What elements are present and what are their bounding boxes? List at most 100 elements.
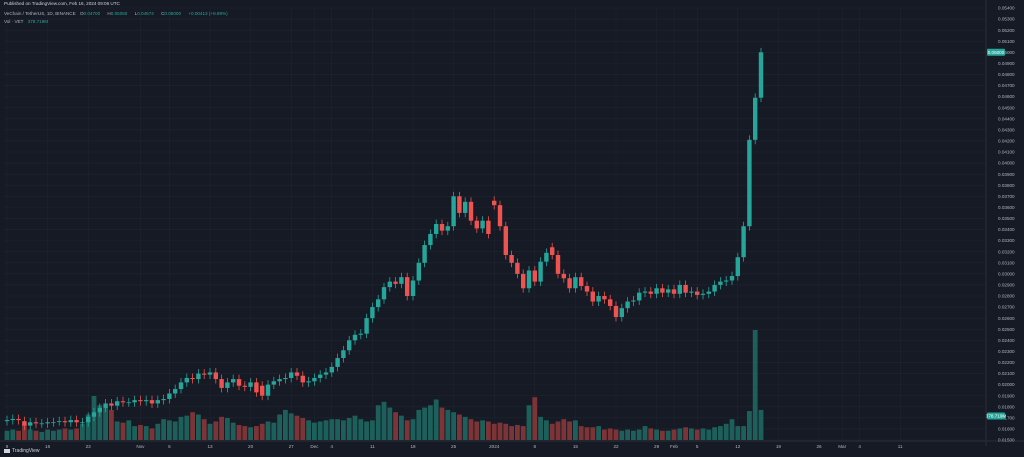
volume-bar	[503, 423, 509, 440]
volume-bar	[445, 409, 451, 440]
candlestick-series	[4, 47, 764, 431]
volume-bar	[387, 407, 393, 440]
candle-body	[109, 403, 114, 406]
volume-bar	[16, 430, 21, 440]
volume-bar	[62, 428, 68, 440]
candle-body	[329, 366, 334, 373]
candle-body	[671, 289, 677, 294]
last-value-markers: 0.05000 378.719M	[986, 48, 1006, 420]
volume-bar	[352, 415, 358, 440]
candle-body	[544, 252, 549, 262]
candle-body	[410, 280, 416, 296]
price-tick-label: 0.01700	[998, 415, 1015, 420]
candle-body	[207, 372, 213, 375]
candle-body	[28, 422, 33, 426]
candle-body	[712, 284, 717, 292]
volume-bar	[520, 426, 526, 440]
candle-body	[434, 224, 439, 234]
candle-body	[631, 300, 636, 302]
candle-body	[236, 379, 242, 386]
volume-bar	[190, 412, 195, 440]
candle-body	[399, 277, 404, 284]
volume-bar	[399, 415, 404, 440]
volume-bar	[410, 419, 416, 440]
volume-bar	[172, 421, 178, 440]
time-tick-label: 15	[573, 444, 579, 449]
price-tick-label: 0.02400	[998, 338, 1015, 343]
volume-bar	[718, 426, 723, 440]
candle-body	[422, 245, 427, 263]
time-axis[interactable]: 9 16 23 Nov 6 13 20 27 Dec 4 11 18 25 2024 8 15 22 29 Feb 5…	[6, 444, 903, 449]
ohlc-change: +0.00413 (+8.99%)	[188, 11, 228, 16]
candle-body	[503, 226, 508, 256]
volume-bar	[428, 405, 433, 440]
volume-bar	[602, 429, 607, 440]
time-tick-label: Dec	[310, 444, 319, 449]
price-tick-label: 0.01900	[998, 393, 1015, 398]
volume-bar	[329, 419, 335, 440]
price-tick-label: 0.05200	[998, 28, 1015, 33]
candle-body	[445, 226, 450, 231]
volume-bar	[549, 423, 555, 440]
last-price-label: 0.05000	[988, 50, 1005, 55]
volume-bar	[648, 428, 654, 440]
candle-body	[573, 277, 578, 289]
candle-body	[387, 281, 392, 288]
volume-bar	[694, 429, 700, 440]
candle-body	[538, 261, 543, 282]
candle-body	[718, 281, 723, 285]
price-tick-label: 0.03900	[998, 172, 1015, 177]
candle-body	[550, 247, 555, 256]
volume-bar	[573, 420, 578, 440]
volume-value: 378.719M	[27, 19, 49, 24]
price-tick-label: 0.05400	[998, 6, 1015, 11]
candle-body	[57, 421, 62, 422]
price-tick-label: 0.01800	[998, 404, 1015, 409]
time-tick-label: 8	[534, 444, 537, 449]
price-axis[interactable]: 0.01500 0.01600 0.01700 0.01800 0.01900 0.020…	[998, 6, 1015, 443]
candle-body	[294, 372, 300, 376]
volume-bar	[56, 429, 62, 440]
candle-body	[497, 205, 503, 227]
volume-bar	[138, 424, 143, 440]
volume-bar	[474, 421, 480, 440]
candle-body	[364, 318, 369, 334]
candle-body	[225, 382, 230, 388]
candle-body	[747, 139, 752, 227]
volume-bar	[747, 411, 752, 440]
volume-bar	[375, 405, 381, 440]
price-tick-label: 0.05100	[998, 39, 1015, 44]
candle-body	[660, 288, 665, 293]
candle-body	[526, 270, 532, 289]
volume-bar	[149, 428, 155, 440]
price-tick-label: 0.04400	[998, 116, 1015, 121]
volume-bar	[80, 423, 85, 440]
volume-bar	[323, 420, 329, 440]
volume-bar	[358, 419, 364, 440]
volume-bar	[636, 429, 642, 440]
candle-body	[753, 97, 758, 140]
volume-bar	[752, 330, 758, 440]
volume-bar	[33, 430, 39, 440]
volume-bar	[68, 429, 74, 440]
candle-body	[428, 233, 433, 246]
candle-body	[521, 273, 526, 289]
price-tick-label: 0.02200	[998, 360, 1015, 365]
time-tick-label: 20	[248, 444, 254, 449]
candle-body	[561, 273, 566, 279]
volume-bar	[161, 419, 166, 440]
volume-bar	[462, 416, 468, 440]
volume-bars	[4, 330, 764, 440]
tradingview-logo-icon	[4, 448, 10, 453]
candle-body	[457, 196, 462, 213]
candle-body	[613, 305, 619, 318]
time-tick-label: 23	[86, 444, 92, 449]
volume-bar	[689, 428, 694, 440]
volume-bar	[109, 409, 114, 440]
candle-body	[654, 288, 659, 294]
volume-bar	[364, 421, 369, 440]
candle-body	[648, 291, 653, 294]
tradingview-logo[interactable]: TradingView	[4, 448, 40, 454]
published-caption: Published on TradingView.com, Feb 16, 20…	[4, 1, 120, 6]
